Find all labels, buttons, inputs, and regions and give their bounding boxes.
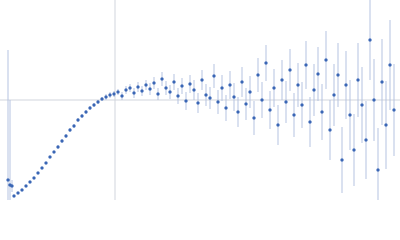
data-point [128,86,132,90]
data-point [10,184,14,188]
data-point [160,77,164,81]
data-point [28,180,32,184]
data-point [92,103,96,107]
data-point [140,89,144,93]
data-point [276,123,280,127]
data-point [68,128,72,132]
data-point [220,86,224,90]
data-point [288,68,292,72]
data-point [228,83,232,87]
data-point [208,96,212,100]
data-point [236,110,240,114]
data-point [148,87,152,91]
data-point [108,93,112,97]
data-point [96,100,100,104]
data-point [52,150,56,154]
data-point [348,113,352,117]
data-point [312,88,316,92]
data-point [384,123,388,127]
data-point [88,106,92,110]
data-point [20,188,24,192]
data-point [316,72,320,76]
data-point [260,98,264,102]
data-point [304,63,308,67]
data-point [116,90,120,94]
data-point [352,148,356,152]
data-point [240,80,244,84]
data-point [124,88,128,92]
data-point [168,90,172,94]
data-point [328,128,332,132]
data-point [48,155,52,159]
data-point [336,73,340,77]
data-point [216,100,220,104]
data-point [40,166,44,170]
data-point [180,84,184,88]
data-point [32,176,36,180]
data-point [192,88,196,92]
data-point [136,85,140,89]
data-point [12,194,16,198]
data-point [360,103,364,107]
data-point [212,74,216,78]
data-point [320,110,324,114]
data-point [152,81,156,85]
data-point [104,95,108,99]
data-point [284,100,288,104]
data-point [76,118,80,122]
data-point [36,171,40,175]
data-point [188,82,192,86]
data-point [268,108,272,112]
data-point [204,93,208,97]
data-point [364,138,368,142]
data-point [292,113,296,117]
data-point [120,94,124,98]
data-point [264,61,268,65]
data-point [380,80,384,84]
data-point [300,103,304,107]
data-point [44,161,48,165]
data-point [100,97,104,101]
data-point [56,145,60,149]
data-point [224,106,228,110]
data-point [248,90,252,94]
data-point [340,158,344,162]
data-point [296,83,300,87]
data-point [16,191,20,195]
data-point [280,78,284,82]
data-point [308,120,312,124]
data-point [164,86,168,90]
data-point [132,91,136,95]
data-point [6,178,10,182]
data-point [64,134,68,138]
data-point [388,63,392,67]
data-point [184,99,188,103]
data-point [24,184,28,188]
data-point [272,86,276,90]
data-point [112,92,116,96]
data-point [372,98,376,102]
chart [0,0,400,200]
data-point [156,92,160,96]
data-point [376,168,380,172]
data-point [172,80,176,84]
data-point [252,116,256,120]
data-point [256,73,260,77]
data-point [72,124,76,128]
data-point [344,83,348,87]
data-point [332,93,336,97]
data-point [60,139,64,143]
data-point [196,101,200,105]
data-point [244,102,248,106]
data-point [368,38,372,42]
data-point [176,94,180,98]
data-point [356,78,360,82]
data-point [144,83,148,87]
data-point [232,95,236,99]
data-point [84,110,88,114]
data-point [80,114,84,118]
data-point [392,108,396,112]
data-point [324,58,328,62]
data-point [200,78,204,82]
